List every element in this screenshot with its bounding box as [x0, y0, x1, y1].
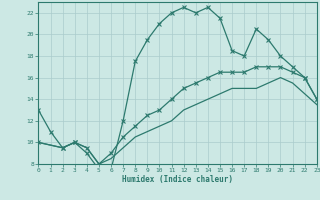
X-axis label: Humidex (Indice chaleur): Humidex (Indice chaleur) — [122, 175, 233, 184]
